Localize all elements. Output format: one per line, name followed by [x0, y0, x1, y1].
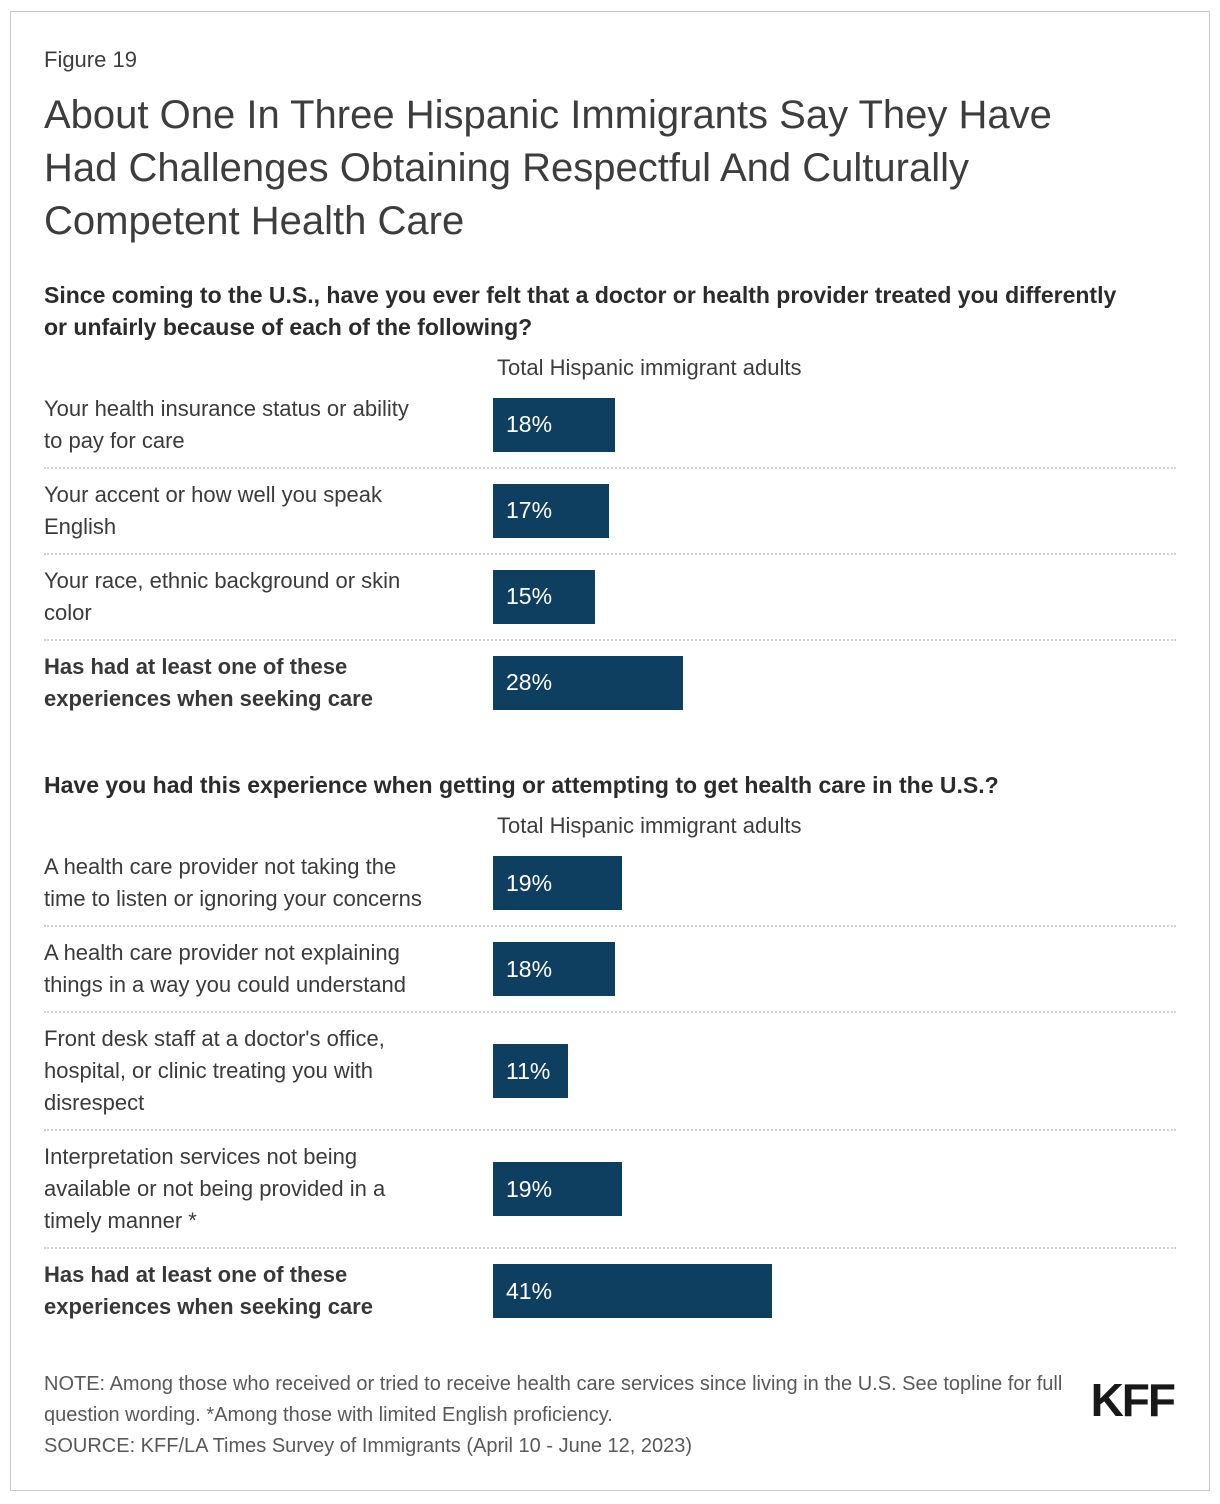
figure-footer: NOTE: Among those who received or tried …	[44, 1369, 1176, 1462]
bar-value-label: 18%	[506, 411, 553, 438]
bar-track: 17%	[493, 483, 1176, 538]
bar: 41%	[493, 1264, 772, 1319]
chart-row: Has had at least one of these experience…	[44, 1249, 1176, 1333]
category-label: Interpretation services not being availa…	[44, 1144, 386, 1234]
figure-number: Figure 19	[44, 47, 137, 72]
bar: 17%	[493, 483, 609, 538]
bar-track: 41%	[493, 1264, 1176, 1319]
chart-row: Your race, ethnic background or skin col…	[44, 555, 1176, 641]
chart-row: A health care provider not explaining th…	[44, 927, 1176, 1014]
bar-track: 18%	[493, 942, 1176, 997]
survey-question-2: Have you had this experience when gettin…	[44, 771, 999, 798]
chart-row: Interpretation services not being availa…	[44, 1131, 1176, 1250]
survey-question-1: Since coming to the U.S., have you ever …	[44, 281, 1117, 340]
bar: 18%	[493, 942, 615, 997]
chart-row: Your accent or how well you speak Englis…	[44, 469, 1176, 555]
bar-value-label: 19%	[506, 1175, 553, 1202]
bar-value-label: 41%	[506, 1277, 553, 1304]
chart-section-2: Have you had this experience when gettin…	[44, 769, 1176, 1333]
bar-track: 11%	[493, 1044, 1176, 1099]
category-label: Front desk staff at a doctor's office, h…	[44, 1026, 385, 1116]
bar: 11%	[493, 1044, 568, 1099]
bar: 15%	[493, 569, 595, 624]
category-label: A health care provider not taking the ti…	[44, 854, 422, 912]
bar-value-label: 19%	[506, 869, 553, 896]
chart-row: Has had at least one of these experience…	[44, 641, 1176, 725]
bar: 28%	[493, 655, 683, 710]
bar: 18%	[493, 397, 615, 452]
bar-rows-1: Your health insurance status or ability …	[44, 383, 1176, 725]
bar-value-label: 15%	[506, 583, 553, 610]
bar-rows-2: A health care provider not taking the ti…	[44, 841, 1176, 1333]
bar-track: 19%	[493, 856, 1176, 911]
chart-row: Your health insurance status or ability …	[44, 383, 1176, 469]
category-label: A health care provider not explaining th…	[44, 940, 407, 998]
category-label: Has had at least one of these experience…	[44, 653, 373, 711]
chart-row: A health care provider not taking the ti…	[44, 841, 1176, 928]
kff-logo: KFF	[1090, 1374, 1176, 1427]
source-text: SOURCE: KFF/LA Times Survey of Immigrant…	[44, 1435, 693, 1458]
bar: 19%	[493, 856, 622, 911]
bar: 19%	[493, 1162, 622, 1217]
bar-track: 15%	[493, 569, 1176, 624]
bar-track: 28%	[493, 655, 1176, 710]
column-header-2: Total Hispanic immigrant adults	[497, 813, 802, 839]
column-header-1: Total Hispanic immigrant adults	[497, 354, 802, 380]
bar-value-label: 18%	[506, 955, 553, 982]
category-label: Your race, ethnic background or skin col…	[44, 567, 401, 625]
bar-value-label: 11%	[506, 1057, 551, 1084]
figure-frame: Figure 19 About One In Three Hispanic Im…	[10, 11, 1210, 1491]
category-label: Your health insurance status or ability …	[44, 395, 409, 453]
category-label: Has had at least one of these experience…	[44, 1262, 373, 1320]
chart-row: Front desk staff at a doctor's office, h…	[44, 1013, 1176, 1132]
figure-title: About One In Three Hispanic Immigrants S…	[44, 93, 1052, 244]
footnotes: NOTE: Among those who received or tried …	[44, 1369, 1064, 1462]
category-label: Your accent or how well you speak Englis…	[44, 481, 382, 539]
chart-section-1: Since coming to the U.S., have you ever …	[44, 279, 1176, 725]
bar-track: 19%	[493, 1162, 1176, 1217]
bar-track: 18%	[493, 397, 1176, 452]
bar-value-label: 17%	[506, 497, 553, 524]
bar-value-label: 28%	[506, 669, 553, 696]
note-text: NOTE: Among those who received or tried …	[44, 1373, 1063, 1427]
